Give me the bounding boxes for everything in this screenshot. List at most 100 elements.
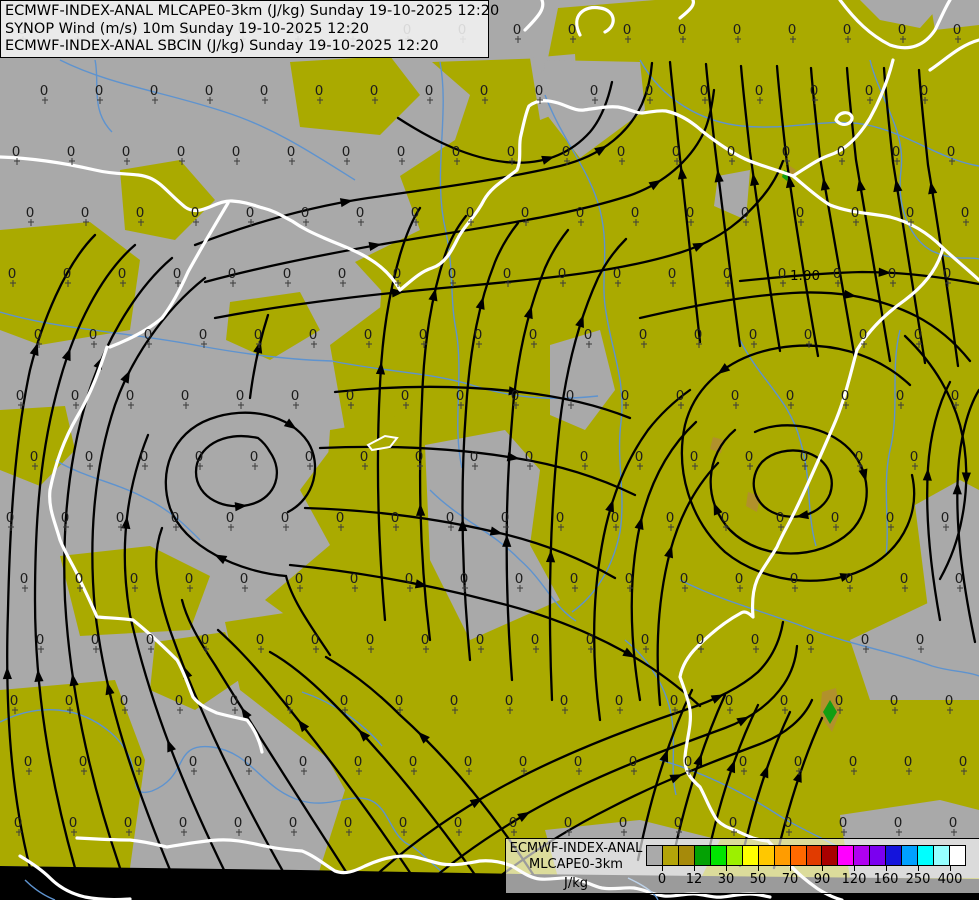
station-marker [287,707,293,714]
station-marker [631,768,637,775]
river [624,639,677,796]
streamline-arrowhead [506,452,520,462]
wind-streamline [845,66,892,363]
wind-streamline [350,620,785,900]
wind-streamline [63,256,174,870]
station-marker [837,707,843,714]
wind-streamline [739,64,782,353]
station-value: 0 [287,144,296,160]
station-marker [560,280,566,287]
country-border [791,174,979,282]
colorbar-tick [758,866,759,871]
station-value: 0 [900,571,909,587]
streamline-arrowhead [648,179,662,191]
station-value: 0 [749,327,758,343]
station-value: 0 [256,632,265,648]
station-marker [238,402,244,409]
station-marker [747,463,753,470]
station-value: 0 [144,327,153,343]
streamline-arrowhead [120,370,131,384]
streamline-arrowhead [605,499,615,513]
colorbar-cell [805,845,823,866]
river [24,879,56,900]
station-value: 0 [574,754,583,770]
station-value: 0 [674,815,683,831]
wind-streamline [91,276,207,872]
station-value: 0 [621,388,630,404]
station-marker [207,97,213,104]
station-value: 0 [246,205,255,221]
station-value: 0 [179,815,188,831]
colorbar-cell [693,845,711,866]
station-value: 0 [898,22,907,38]
colorbar-tick [854,866,855,871]
river [94,59,113,133]
cape-region-olive [0,680,145,868]
station-value: 0 [641,632,650,648]
streamline-arrowhead [677,166,687,180]
country-border [48,345,264,754]
station-value: 0 [140,449,149,465]
station-value: 0 [397,144,406,160]
station-marker [183,402,189,409]
station-value: 0 [476,632,485,648]
station-value: 0 [558,266,567,282]
streamline-arrowhead [594,145,608,157]
station-value: 0 [739,754,748,770]
station-value: 0 [951,388,960,404]
station-value: 0 [421,632,430,648]
station-marker [863,646,869,653]
streamline-arrowhead [121,516,131,530]
wind-streamline [268,650,482,884]
station-marker [806,341,812,348]
wind-streamline [194,435,279,508]
station-marker [782,707,788,714]
station-value: 0 [136,205,145,221]
wind-streamline [548,237,628,702]
station-value: 0 [745,449,754,465]
cape-region-gray [860,0,945,28]
station-marker [421,341,427,348]
country-border [0,155,402,292]
station-marker [417,463,423,470]
station-value: 0 [833,266,842,282]
station-marker [668,524,674,531]
station-value: 0 [191,205,200,221]
station-marker [637,463,643,470]
streamline-arrowhead [952,481,962,495]
river [679,579,979,677]
station-value: 0 [452,144,461,160]
station-marker [476,341,482,348]
station-marker [778,524,784,531]
country-border [834,111,854,127]
station-value: 0 [336,510,345,526]
station-marker [627,585,633,592]
station-value: 0 [370,83,379,99]
station-marker [615,280,621,287]
station-marker [625,36,631,43]
station-value: 0 [615,693,624,709]
station-value: 0 [315,83,324,99]
station-marker [401,829,407,836]
station-marker [725,280,731,287]
station-marker [482,97,488,104]
wind-streamline [324,655,542,887]
wind-streamline [809,66,857,361]
station-value: 0 [843,22,852,38]
station-value: 0 [24,754,33,770]
station-marker [513,402,519,409]
station-marker [851,768,857,775]
station-value: 0 [95,83,104,99]
colorbar-tick-label: 70 [781,872,799,887]
station-value: 0 [851,205,860,221]
streamline-arrowhead [693,753,703,767]
station-value: 0 [234,815,243,831]
station-marker [802,463,808,470]
station-value: 0 [560,693,569,709]
station-marker [678,402,684,409]
streamline-arrowhead [856,178,866,192]
station-marker [847,585,853,592]
station-marker [812,97,818,104]
station-value: 0 [700,83,709,99]
